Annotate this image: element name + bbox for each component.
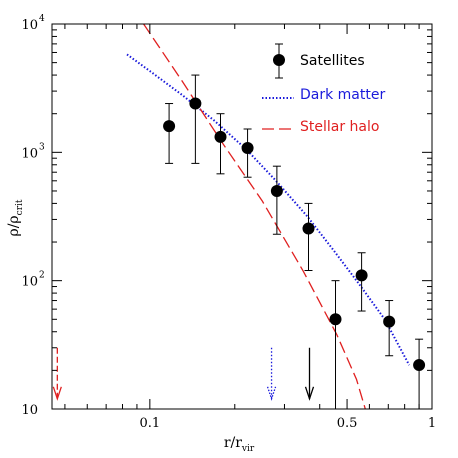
satellite-point [214, 113, 227, 175]
satellite-point [413, 338, 426, 409]
arrow-head [52, 386, 62, 401]
satellite-marker [163, 120, 176, 133]
legend-satellites-marker [273, 54, 285, 66]
legend-satellites-label: Satellites [300, 53, 365, 69]
markers-layer [52, 347, 315, 401]
ticks-layer [52, 23, 433, 410]
x-axis-label-main: r/r [224, 435, 242, 451]
satellite-marker [214, 130, 227, 143]
satellite-marker [270, 184, 283, 197]
y-axis-label: ρ/ρcrit [6, 199, 25, 236]
satellite-marker [241, 142, 254, 155]
legend-stellar-halo-label: Stellar halo [300, 119, 379, 135]
radius-marker-arrow [304, 347, 315, 401]
x-tick-label: 0.1 [140, 416, 161, 431]
points-layer [163, 74, 426, 409]
y-tick-label-exponent: 3 [39, 142, 45, 152]
satellite-point [189, 74, 202, 164]
radius-marker-arrow [266, 347, 277, 401]
satellite-point [383, 300, 396, 357]
curves-layer [126, 24, 411, 409]
x-tick-label: 0.5 [337, 416, 358, 431]
y-axis-label-main: ρ/ρ [6, 215, 22, 236]
y-tick-label-exponent: 4 [39, 14, 45, 24]
x-tick-label: 1 [428, 416, 436, 431]
legend: Satellites Dark matter Stellar halo [262, 43, 385, 135]
x-axis-label-sub: vir [241, 444, 255, 454]
y-tick-label-exponent: 2 [39, 271, 45, 281]
radius-marker-arrow [52, 347, 62, 401]
y-tick-label: 10 [21, 146, 38, 161]
satellite-point [355, 252, 368, 312]
y-axis-label-sub: crit [15, 199, 25, 215]
satellite-point [241, 128, 254, 178]
y-tick-label: 10 [21, 18, 38, 33]
y-tick-label: 10 [21, 403, 38, 418]
satellite-marker [355, 269, 368, 282]
satellite-point [302, 202, 315, 272]
legend-dark-matter-label: Dark matter [300, 87, 385, 103]
y-tick-label: 10 [21, 275, 38, 290]
arrow-head [266, 386, 277, 401]
satellite-marker [383, 315, 396, 328]
legend-entry-stellar-halo: Stellar halo [262, 119, 379, 135]
x-axis-label: r/rvir [224, 435, 255, 454]
satellite-point [163, 103, 176, 164]
satellite-point [329, 280, 342, 409]
legend-entry-dark-matter: Dark matter [262, 87, 385, 103]
stellar-halo-curve [143, 24, 366, 409]
legend-entry-satellites: Satellites [273, 43, 365, 79]
satellite-marker [189, 97, 202, 110]
satellite-marker [329, 313, 342, 326]
satellite-point [270, 165, 283, 235]
plot-frame [51, 23, 433, 410]
satellite-marker [413, 359, 426, 372]
satellite-marker [302, 222, 315, 235]
arrow-head [304, 386, 315, 401]
